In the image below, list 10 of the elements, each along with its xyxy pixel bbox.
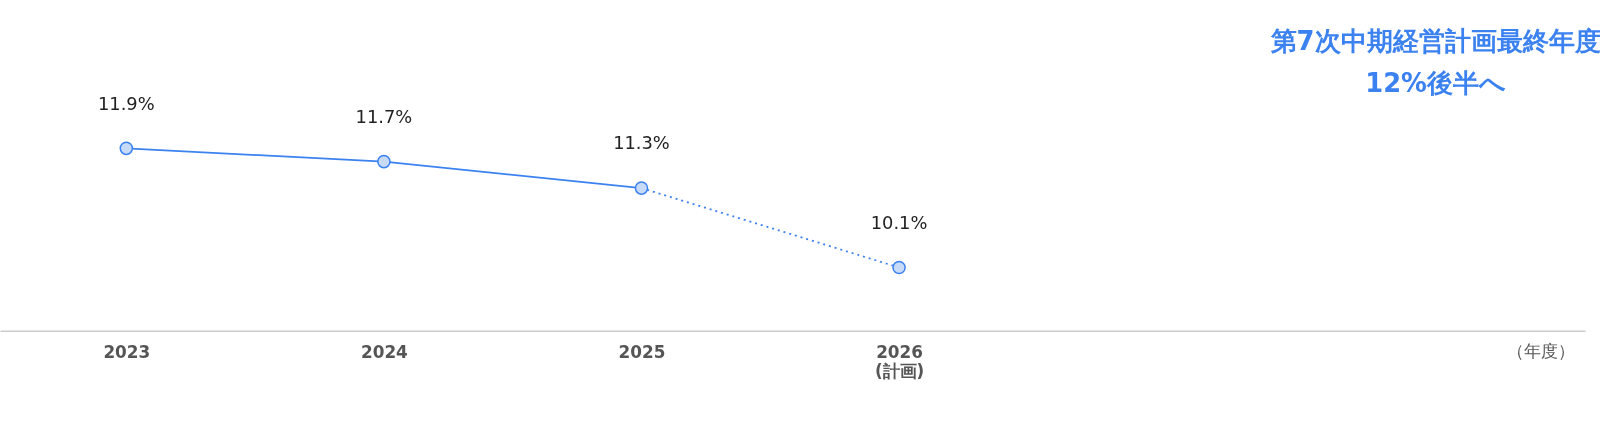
x-tick-label: 2026 (計画) [874,341,925,381]
data-label: 10.1% [870,211,928,233]
x-tick-label: 2025 [618,341,666,362]
text: 第7次中期経営計画最終年度 12%後半へ [1269,26,1600,98]
text: （年度） [1507,341,1576,362]
x-tick-label: 2024 [360,341,408,362]
x-tick-label: 2023 [103,341,151,362]
data-label: 11.7% [355,105,413,127]
data-label: 11.3% [613,132,670,154]
data-label: 11.9% [98,92,155,114]
